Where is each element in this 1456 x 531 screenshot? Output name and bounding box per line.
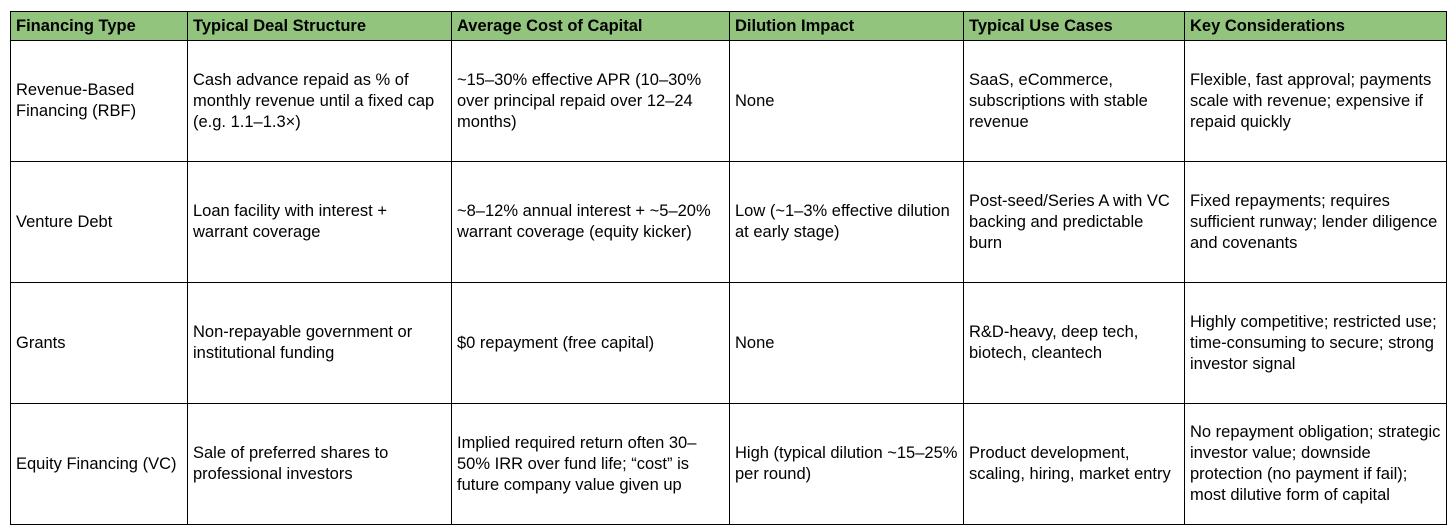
header-cost-of-capital: Average Cost of Capital <box>451 11 730 41</box>
cell-deal-structure: Loan facility with interest + warrant co… <box>187 161 452 283</box>
cell-dilution-impact: None <box>729 40 964 162</box>
header-financing-type: Financing Type <box>10 11 188 41</box>
financing-comparison-table: Financing Type Typical Deal Structure Av… <box>10 11 1447 525</box>
cell-financing-type: Venture Debt <box>10 161 188 283</box>
header-use-cases: Typical Use Cases <box>963 11 1185 41</box>
cell-key-considerations: No repayment obligation; strategic inves… <box>1184 403 1447 525</box>
cell-financing-type: Revenue-Based Financing (RBF) <box>10 40 188 162</box>
header-key-considerations: Key Considerations <box>1184 11 1447 41</box>
table-row: Revenue-Based Financing (RBF) Cash advan… <box>10 40 1447 162</box>
cell-deal-structure: Cash advance repaid as % of monthly reve… <box>187 40 452 162</box>
cell-cost-of-capital: ~15–30% effective APR (10–30% over princ… <box>451 40 730 162</box>
cell-use-cases: Post-seed/Series A with VC backing and p… <box>963 161 1185 283</box>
cell-dilution-impact: Low (~1–3% effective dilution at early s… <box>729 161 964 283</box>
cell-deal-structure: Sale of preferred shares to professional… <box>187 403 452 525</box>
table-row: Equity Financing (VC) Sale of preferred … <box>10 403 1447 525</box>
cell-dilution-impact: None <box>729 282 964 404</box>
cell-financing-type: Equity Financing (VC) <box>10 403 188 525</box>
cell-cost-of-capital: Implied required return often 30–50% IRR… <box>451 403 730 525</box>
cell-key-considerations: Flexible, fast approval; payments scale … <box>1184 40 1447 162</box>
table-container: Financing Type Typical Deal Structure Av… <box>10 11 1447 525</box>
cell-use-cases: Product development, scaling, hiring, ma… <box>963 403 1185 525</box>
cell-financing-type: Grants <box>10 282 188 404</box>
table-row: Venture Debt Loan facility with interest… <box>10 161 1447 283</box>
cell-key-considerations: Fixed repayments; requires sufficient ru… <box>1184 161 1447 283</box>
header-row: Financing Type Typical Deal Structure Av… <box>10 11 1447 41</box>
header-dilution-impact: Dilution Impact <box>729 11 964 41</box>
cell-dilution-impact: High (typical dilution ~15–25% per round… <box>729 403 964 525</box>
header-deal-structure: Typical Deal Structure <box>187 11 452 41</box>
cell-deal-structure: Non-repayable government or institutiona… <box>187 282 452 404</box>
cell-cost-of-capital: ~8–12% annual interest + ~5–20% warrant … <box>451 161 730 283</box>
cell-use-cases: SaaS, eCommerce, subscriptions with stab… <box>963 40 1185 162</box>
table-row: Grants Non-repayable government or insti… <box>10 282 1447 404</box>
cell-key-considerations: Highly competitive; restricted use; time… <box>1184 282 1447 404</box>
cell-use-cases: R&D-heavy, deep tech, biotech, cleantech <box>963 282 1185 404</box>
cell-cost-of-capital: $0 repayment (free capital) <box>451 282 730 404</box>
